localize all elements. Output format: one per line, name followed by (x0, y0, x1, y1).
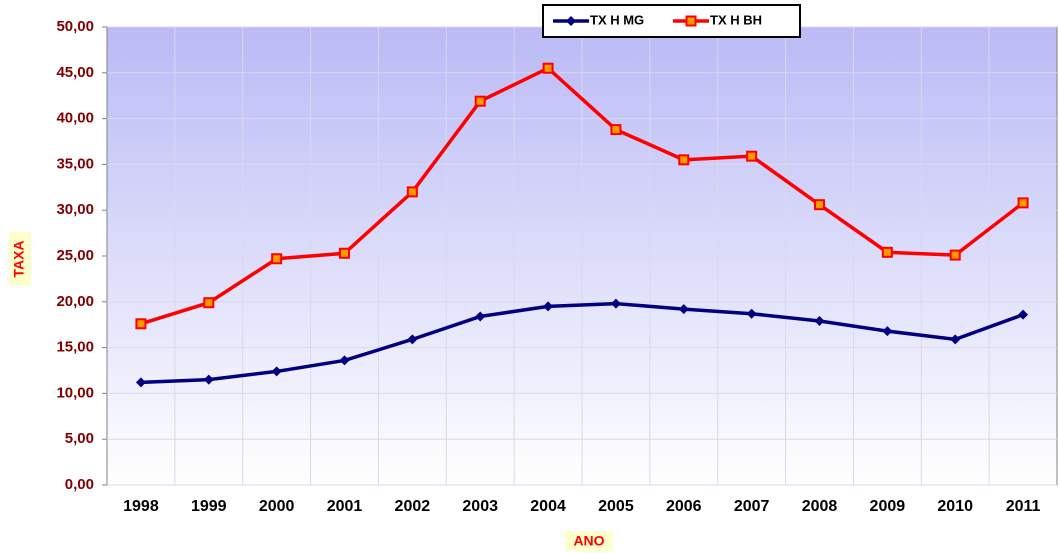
x-axis-label: ANO (573, 533, 604, 549)
x-tick-label: 2005 (598, 498, 634, 515)
y-tick-label: 50,00 (56, 18, 94, 35)
x-tick-label: 2001 (327, 498, 363, 515)
point (950, 334, 961, 345)
y-tick-label: 10,00 (56, 384, 94, 401)
point (678, 154, 690, 166)
point (474, 95, 486, 107)
point (814, 199, 825, 211)
y-tick-label: 40,00 (56, 110, 94, 127)
point (1018, 309, 1029, 320)
point (339, 355, 350, 366)
point (339, 247, 350, 259)
x-tick-label: 2011 (1006, 498, 1041, 515)
x-axis-label-box: ANO (565, 531, 613, 551)
x-tick-label: 1998 (123, 498, 159, 515)
point (543, 301, 554, 312)
legend: TX H MG TX H BH (542, 4, 801, 38)
x-tick-label: 2003 (462, 498, 498, 515)
point (814, 316, 825, 327)
y-tick-label: 35,00 (56, 155, 94, 172)
series-line (140, 301, 1024, 385)
x-tick-label: 2006 (666, 498, 702, 515)
y-axis-label: TAXA (11, 240, 27, 277)
y-tick-label: 20,00 (56, 293, 94, 310)
x-tick-label: 2002 (395, 498, 431, 515)
label-bg (565, 531, 613, 551)
point (949, 249, 961, 261)
point (135, 377, 146, 388)
legend-marker (685, 15, 697, 27)
x-tick-label: 2007 (734, 498, 770, 515)
point (1017, 197, 1029, 209)
point (475, 311, 486, 322)
y-tick-label: 45,00 (56, 64, 94, 81)
point (678, 304, 689, 315)
point (610, 298, 621, 309)
y-tick-label: 0,00 (65, 476, 94, 493)
point (135, 318, 147, 330)
label-bg (9, 232, 31, 286)
point (746, 308, 757, 319)
y-tick-label: 5,00 (65, 430, 94, 447)
point (882, 326, 893, 337)
point (746, 150, 758, 162)
point (271, 366, 282, 377)
legend-marker (566, 16, 576, 26)
point (203, 374, 214, 385)
y-tick-label: 15,00 (56, 339, 94, 356)
point (881, 246, 893, 258)
y-tick-label: 25,00 (56, 247, 94, 264)
series-line (140, 66, 1025, 326)
x-tick-label: 1999 (191, 498, 227, 515)
x-tick-label: 2004 (530, 498, 566, 515)
point (203, 297, 215, 309)
x-tick-label: 2009 (870, 498, 906, 515)
point (542, 62, 554, 74)
x-tick-label: 2000 (259, 498, 295, 515)
y-tick-label: 30,00 (56, 201, 94, 218)
legend-label: TX H MG (590, 12, 644, 27)
point (406, 186, 418, 198)
point (610, 124, 622, 136)
legend-label: TX H BH (710, 12, 762, 27)
x-tick-label: 2008 (802, 498, 838, 515)
x-tick-label: 2010 (937, 498, 973, 515)
y-axis-label-box: TAXA (9, 232, 31, 286)
point (407, 334, 418, 345)
point (271, 253, 283, 265)
